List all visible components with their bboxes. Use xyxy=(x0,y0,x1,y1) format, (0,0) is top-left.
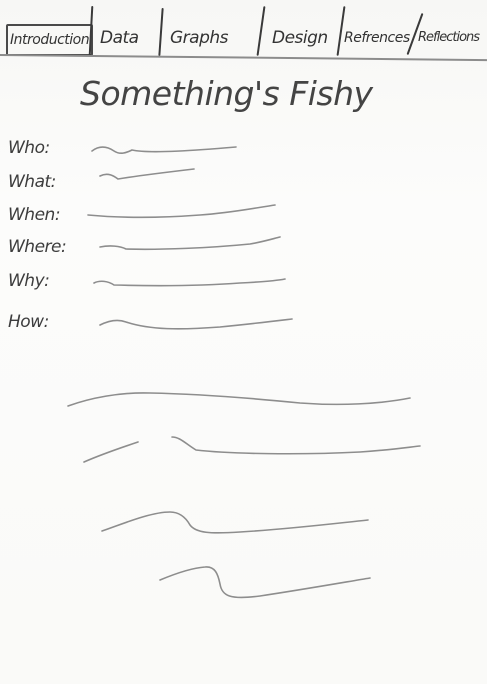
paragraph-scribble-1 xyxy=(68,393,410,406)
paragraph-scribble-4 xyxy=(102,512,368,533)
paragraph-scribble-3 xyxy=(172,437,420,454)
paragraph-scribble-5 xyxy=(160,567,370,598)
what-scribble xyxy=(100,169,194,179)
who-scribble xyxy=(92,147,236,153)
where-scribble xyxy=(100,237,280,249)
why-scribble xyxy=(94,279,285,286)
how-scribble xyxy=(100,319,292,329)
when-scribble xyxy=(88,205,275,217)
paragraph-scribble-2 xyxy=(84,442,138,462)
